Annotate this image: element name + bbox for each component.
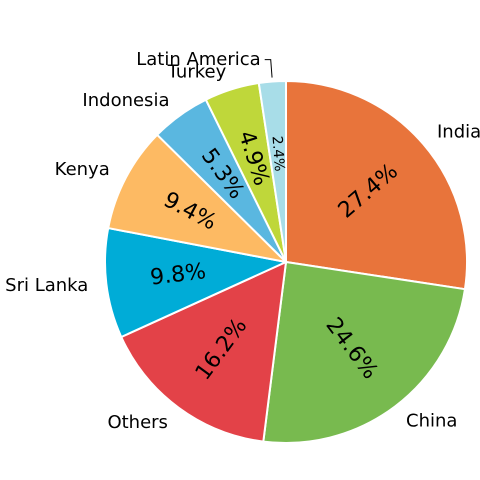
category-label-china: China [406,410,457,431]
pct-label-latin-america: 2.4% [269,135,288,172]
pie-slice-kenya [107,133,287,263]
category-labels: India China Others Sri Lanka Kenya Indonesia T… [5,49,480,433]
pie-slice-latin-america [257,79,287,263]
pie-slice-india [285,80,468,291]
category-label-turkey: Turkey [167,62,227,83]
category-label-sri-lanka: Sri Lanka [5,275,88,296]
category-label-latin-america: Latin America [136,49,261,70]
pie-slice-china [262,261,466,444]
category-label-indonesia: Indonesia [82,90,169,111]
pie-slice-sri-lanka [104,227,287,338]
category-label-others: Others [107,412,168,433]
pie-slices [104,79,468,444]
leader-line-latin-america [264,59,273,78]
pie-slice-others [120,261,287,443]
category-label-kenya: Kenya [55,159,110,180]
category-label-india: India [437,122,480,143]
